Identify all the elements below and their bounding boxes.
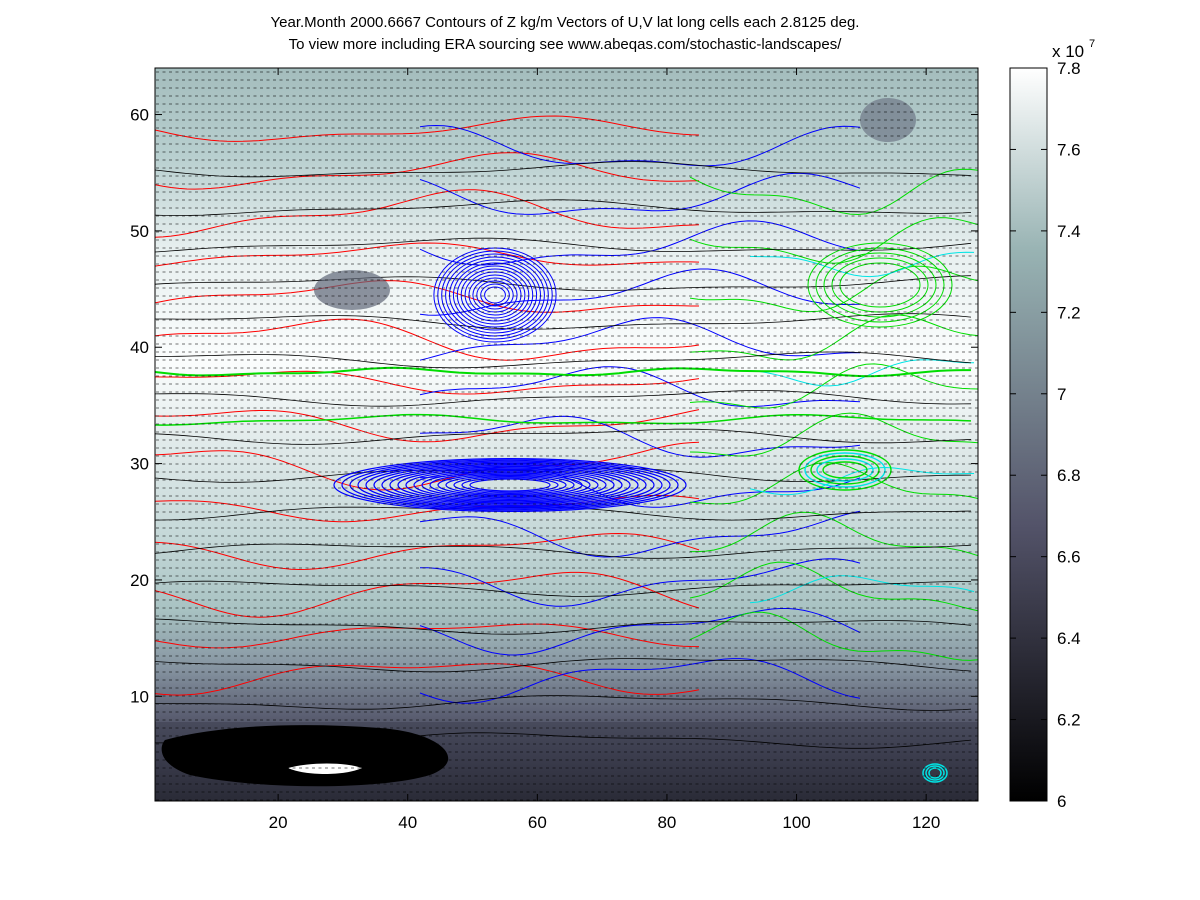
y-tick-label: 30: [130, 455, 149, 474]
colorbar-exponent-power: 7: [1089, 38, 1095, 50]
y-tick-label: 40: [130, 338, 149, 357]
colorbar-tick-label: 7.6: [1057, 140, 1081, 159]
x-tick-label: 20: [269, 813, 288, 832]
y-tick-label: 20: [130, 571, 149, 590]
heatmap-plot-area: [154, 67, 979, 802]
x-tick-label: 80: [657, 813, 676, 832]
colorbar-tick-label: 6: [1057, 792, 1066, 811]
chart-title: Year.Month 2000.6667 Contours of Z kg/m …: [270, 14, 860, 31]
x-tick-label: 100: [782, 813, 810, 832]
y-tick-label: 50: [130, 222, 149, 241]
colorbar-tick-label: 6.6: [1057, 548, 1081, 567]
colorbar-tick-label: 7.8: [1057, 59, 1081, 78]
colorbar-tick-label: 6.4: [1057, 629, 1081, 648]
colorbar-tick-label: 7.2: [1057, 303, 1081, 322]
x-tick-label: 120: [912, 813, 940, 832]
x-tick-label: 40: [398, 813, 417, 832]
colorbar-ticks: 6 6.2 6.4 6.6 6.8 7 7.2 7.4 7.6 7.8: [1010, 59, 1081, 811]
x-axis: 20 40 60 80 100 120: [269, 68, 940, 832]
y-tick-label: 10: [130, 687, 149, 706]
colorbar-tick-label: 6.8: [1057, 466, 1081, 485]
chart-subtitle: To view more including ERA sourcing see …: [288, 36, 842, 53]
y-tick-label: 60: [130, 106, 149, 125]
colorbar-tick-label: 6.2: [1057, 711, 1081, 730]
wind-vector-field: [155, 68, 978, 801]
colorbar-exponent-label: x 10: [1052, 42, 1084, 61]
colorbar: 6 6.2 6.4 6.6 6.8 7 7.2 7.4 7.6 7.8 x 10 7: [1009, 38, 1095, 811]
colorbar-tick-label: 7.4: [1057, 222, 1081, 241]
colorbar-gradient: [1009, 67, 1048, 802]
x-tick-label: 60: [528, 813, 547, 832]
plot-frame: [154, 67, 979, 802]
y-axis: 10 20 30 40 50 60: [130, 106, 978, 706]
colorbar-tick-label: 7: [1057, 385, 1066, 404]
